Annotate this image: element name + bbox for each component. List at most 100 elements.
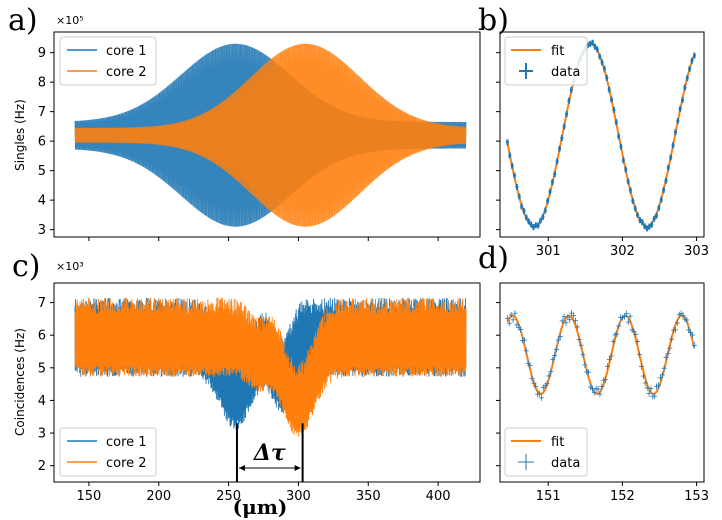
- data-point-b: [654, 212, 658, 219]
- data-point-d: [567, 316, 573, 323]
- data-point-b: [619, 143, 623, 150]
- panel-c-xtick-label: 250: [216, 489, 241, 504]
- data-point-b: [529, 221, 533, 228]
- panel-b: 301 302 303 fit data: [496, 31, 709, 259]
- legend-label-fit-d: fit: [551, 435, 564, 450]
- data-point-b: [510, 162, 514, 169]
- data-point-b: [541, 213, 545, 220]
- data-point-d: [544, 380, 550, 387]
- data-point-b: [685, 74, 689, 81]
- data-point-b: [555, 158, 559, 165]
- panel-c-ytick-label: 2: [38, 459, 46, 474]
- data-point-d: [648, 385, 654, 392]
- data-point-b: [595, 46, 599, 53]
- panel-b-ticks: 301 302 303: [496, 52, 709, 259]
- data-point-d: [597, 391, 603, 398]
- data-point-b: [636, 211, 640, 218]
- panel-c-xtick-label: 200: [146, 489, 171, 504]
- panel-d-legend: fit data: [504, 427, 588, 477]
- panel-a-ylabel: Singles (Hz): [13, 99, 27, 171]
- data-point-d: [550, 356, 556, 363]
- data-point-b: [602, 65, 606, 72]
- data-point-d: [623, 310, 629, 317]
- panel-c-xtick-label: 300: [286, 489, 311, 504]
- panel-label-a: a): [8, 3, 38, 38]
- panel-c-ytick-label: 6: [38, 329, 46, 344]
- panel-a: 3 4 5 6 7 8 9 ×10⁵ Singles (Hz) core 1 core 2: [13, 14, 481, 241]
- legend-label-fit-b: fit: [551, 44, 564, 59]
- data-point-d: [508, 311, 514, 318]
- panel-d-xtick-label: 152: [610, 489, 635, 504]
- data-point-d: [627, 313, 633, 320]
- data-point-b: [633, 205, 637, 212]
- data-point-b: [628, 187, 632, 194]
- data-point-b: [624, 166, 628, 173]
- data-point-d: [606, 356, 612, 363]
- panel-c-ylabel: Coincidences (Hz): [13, 328, 27, 436]
- data-point-b: [560, 135, 564, 142]
- data-point-d: [652, 393, 658, 400]
- data-point-b: [664, 177, 668, 184]
- data-point-d: [574, 324, 580, 331]
- data-point-d: [538, 394, 544, 401]
- data-point-d: [610, 338, 616, 345]
- data-point-b: [531, 224, 535, 231]
- delta-tau-label: Δτ: [253, 440, 286, 466]
- data-point-b: [553, 171, 557, 178]
- data-point-d: [603, 376, 609, 383]
- data-point-d: [642, 379, 648, 386]
- data-point-d: [521, 337, 527, 344]
- data-point-d: [557, 333, 563, 340]
- data-point-d: [591, 389, 597, 396]
- data-point-d: [638, 363, 644, 370]
- data-point-b: [626, 178, 630, 185]
- panel-label-d: d): [478, 241, 509, 276]
- delta-tau-annotation: Δτ: [235, 423, 304, 482]
- legend-swatch-data-b: [519, 63, 533, 79]
- data-point-b: [692, 52, 696, 59]
- data-point-d: [537, 390, 543, 397]
- data-point-d: [661, 365, 667, 372]
- panel-b-xtick-label: 302: [610, 244, 635, 259]
- data-point-d: [667, 345, 673, 352]
- data-point-d: [552, 352, 558, 359]
- legend-label-core1-c: core 1: [106, 435, 147, 450]
- data-point-d: [657, 374, 663, 381]
- legend-label-core1-a: core 1: [106, 44, 147, 59]
- data-point-b: [688, 65, 692, 72]
- panel-c-ytick-label: 4: [38, 394, 46, 409]
- data-point-b: [539, 217, 543, 224]
- data-point-b: [524, 214, 528, 221]
- data-point-d: [576, 336, 582, 343]
- data-point-d: [512, 310, 518, 317]
- panel-a-y-scale: ×10⁵: [56, 14, 84, 27]
- panel-b-legend: fit data: [504, 36, 588, 86]
- data-point-d: [586, 369, 592, 376]
- data-point-d: [580, 351, 586, 358]
- data-point-b: [659, 196, 663, 203]
- data-point-b: [569, 86, 573, 93]
- data-point-d: [604, 363, 610, 370]
- data-point-d: [510, 316, 516, 323]
- data-point-d: [595, 386, 601, 393]
- data-point-b: [673, 129, 677, 136]
- panel-b-xtick-label: 303: [684, 244, 709, 259]
- panel-c-plot-area: [74, 297, 467, 437]
- data-point-b: [657, 204, 661, 211]
- data-point-d: [533, 383, 539, 390]
- panel-c: 150 200 250 300 350 400 2 3 4 5 6 7 ×10³ Coincidenc…: [13, 260, 481, 519]
- data-point-b: [593, 43, 597, 50]
- data-point-d: [644, 384, 650, 391]
- data-point-b: [515, 183, 519, 190]
- data-point-d: [625, 319, 631, 326]
- data-point-b: [513, 172, 517, 179]
- panel-a-ytick-label: 7: [38, 105, 46, 120]
- panel-label-c: c): [12, 249, 41, 284]
- data-point-d: [663, 354, 669, 361]
- panel-d-plot-area: [504, 310, 697, 401]
- data-point-d: [665, 350, 671, 357]
- panel-a-ytick-label: 5: [38, 164, 46, 179]
- x-axis-unit-label: (μm): [233, 495, 288, 519]
- data-point-b: [612, 106, 616, 113]
- panel-a-plot-area: [74, 43, 467, 227]
